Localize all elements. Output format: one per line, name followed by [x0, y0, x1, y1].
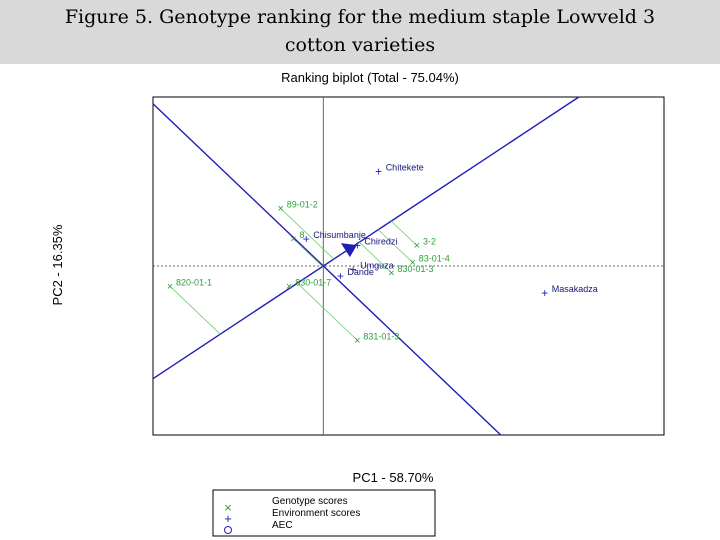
- figure-title-line-2: cotton varieties: [284, 34, 436, 56]
- legend-box: [212, 489, 436, 537]
- genotype-marker: ×: [388, 267, 394, 279]
- environment-label: Chitekete: [386, 162, 424, 172]
- genotype-marker: ×: [167, 281, 173, 293]
- figure-title-line-1: Figure 5. Genotype ranking for the mediu…: [64, 6, 656, 28]
- genotype-marker-icon: ×: [224, 500, 232, 515]
- genotype-label: 830-01-7: [295, 277, 331, 287]
- genotype-marker: ×: [354, 335, 360, 347]
- projection-line-2: [288, 285, 291, 288]
- projection-line-7: [390, 220, 418, 247]
- environment-marker: +: [375, 164, 382, 178]
- genotype-marker: ×: [414, 240, 420, 252]
- aec-marker-icon: [224, 526, 232, 534]
- environment-label: Chiredzi: [364, 237, 397, 247]
- genotype-label: 831-01-3: [363, 331, 399, 341]
- environment-label: Masakadza: [552, 284, 598, 294]
- genotype-label: 89-01-2: [287, 200, 318, 210]
- environment-label: Umguza: [360, 260, 394, 270]
- projection-line-0: [280, 208, 335, 260]
- genotype-label: 830-01-3: [397, 264, 433, 274]
- projection-line-1: [169, 285, 221, 335]
- axes-layer: [152, 96, 664, 436]
- genotype-marker: ×: [410, 257, 416, 269]
- genotype-marker: ×: [286, 281, 292, 293]
- legend: × + Genotype scores Environment scores A…: [212, 489, 436, 537]
- genotype-marker: ×: [290, 233, 296, 245]
- genotype-label: 820-01-1: [176, 277, 212, 287]
- environment-marker-icon: +: [224, 511, 232, 526]
- genotype-marker: ×: [278, 203, 284, 215]
- projection-line-4: [377, 229, 414, 263]
- y-axis-label: PC2 - 16.35%: [50, 224, 65, 305]
- chart-title: Ranking biplot (Total - 75.04%): [281, 70, 459, 85]
- figure-title-bar: [0, 0, 720, 64]
- aec-arrow-marker: [340, 243, 357, 258]
- genotype-label: 8: [300, 230, 305, 240]
- legend-environment-label: Environment scores: [272, 508, 360, 519]
- environment-marker: +: [541, 286, 548, 300]
- points-layer: × 89-01-2× 820-01-1 × 830-01-7× 831-01-3× 83-0…: [167, 162, 598, 346]
- genotype-label: 83-01-4: [419, 254, 450, 264]
- aec-ordinate-line: [152, 103, 502, 436]
- projection-lines-layer: [169, 208, 418, 341]
- environment-marker: +: [337, 269, 344, 283]
- environment-marker: +: [303, 232, 310, 246]
- genotype-label: 3-2: [423, 237, 436, 247]
- environment-label: Dande: [347, 267, 374, 277]
- legend-aec-label: AEC: [272, 520, 293, 531]
- legend-genotype-label: Genotype scores: [272, 496, 348, 507]
- projection-line-5: [359, 241, 392, 274]
- x-axis-label: PC1 - 58.70%: [353, 470, 434, 485]
- aec-abscissa-line: [152, 96, 580, 380]
- environment-marker: +: [354, 239, 361, 253]
- projection-line-6: [293, 238, 323, 267]
- environment-label: Chisumbanje: [313, 230, 366, 240]
- projection-line-3: [297, 282, 358, 341]
- environment-marker: +: [350, 262, 357, 276]
